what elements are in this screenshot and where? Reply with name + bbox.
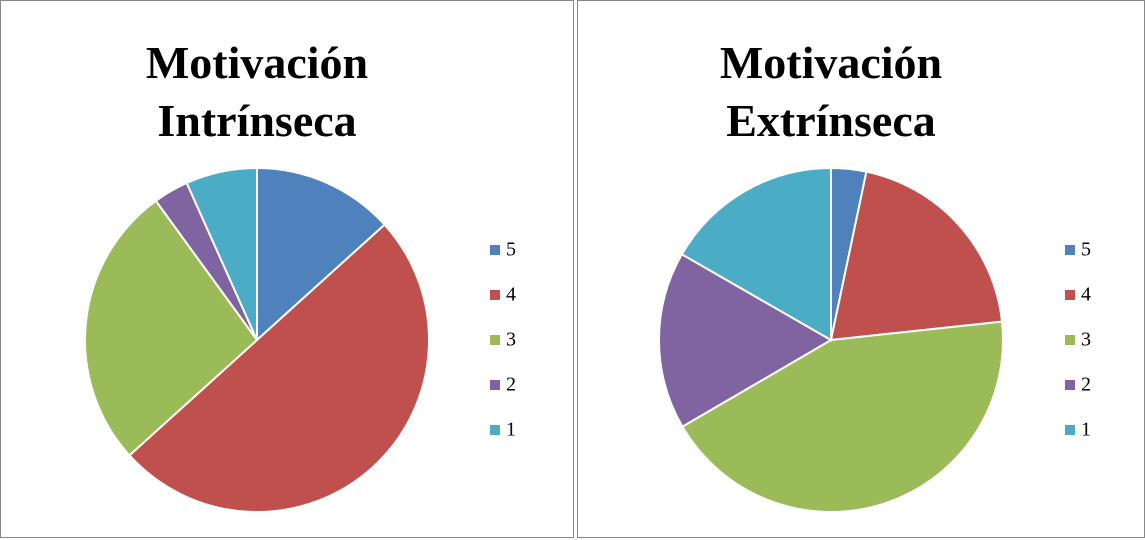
legend-label: 3	[506, 329, 516, 351]
legend-swatch	[490, 425, 500, 435]
legend-label: 1	[1081, 419, 1091, 441]
legend-swatch	[1065, 425, 1075, 435]
legend-swatch	[490, 290, 500, 300]
pie-slice	[680, 166, 832, 342]
legend-swatch	[1065, 245, 1075, 255]
legend-swatch	[1065, 290, 1075, 300]
chart-title: Motivación Extrínseca	[719, 37, 943, 146]
pie-slice	[185, 166, 258, 341]
pie-slice	[84, 199, 259, 457]
pie-slice	[256, 166, 386, 343]
legend-label: 2	[1081, 374, 1091, 396]
legend-label: 1	[506, 419, 516, 441]
legend-swatch	[490, 335, 500, 345]
legend-swatch	[490, 245, 500, 255]
legend-label: 5	[1081, 239, 1091, 261]
legend-label: 2	[506, 374, 516, 396]
pie-slice	[829, 170, 1004, 342]
legend-label: 5	[506, 239, 516, 261]
legend-swatch	[1065, 380, 1075, 390]
panel	[0, 0, 574, 538]
legend-label: 4	[506, 284, 516, 306]
pie-slice	[681, 320, 1004, 513]
legend-swatch	[1065, 335, 1075, 345]
pie-slice	[128, 223, 430, 513]
chart-title: Motivación Intrínseca	[145, 37, 369, 146]
pie-slice	[658, 252, 833, 428]
legend-label: 3	[1081, 329, 1091, 351]
legend-label: 4	[1081, 284, 1091, 306]
legend-swatch	[490, 380, 500, 390]
